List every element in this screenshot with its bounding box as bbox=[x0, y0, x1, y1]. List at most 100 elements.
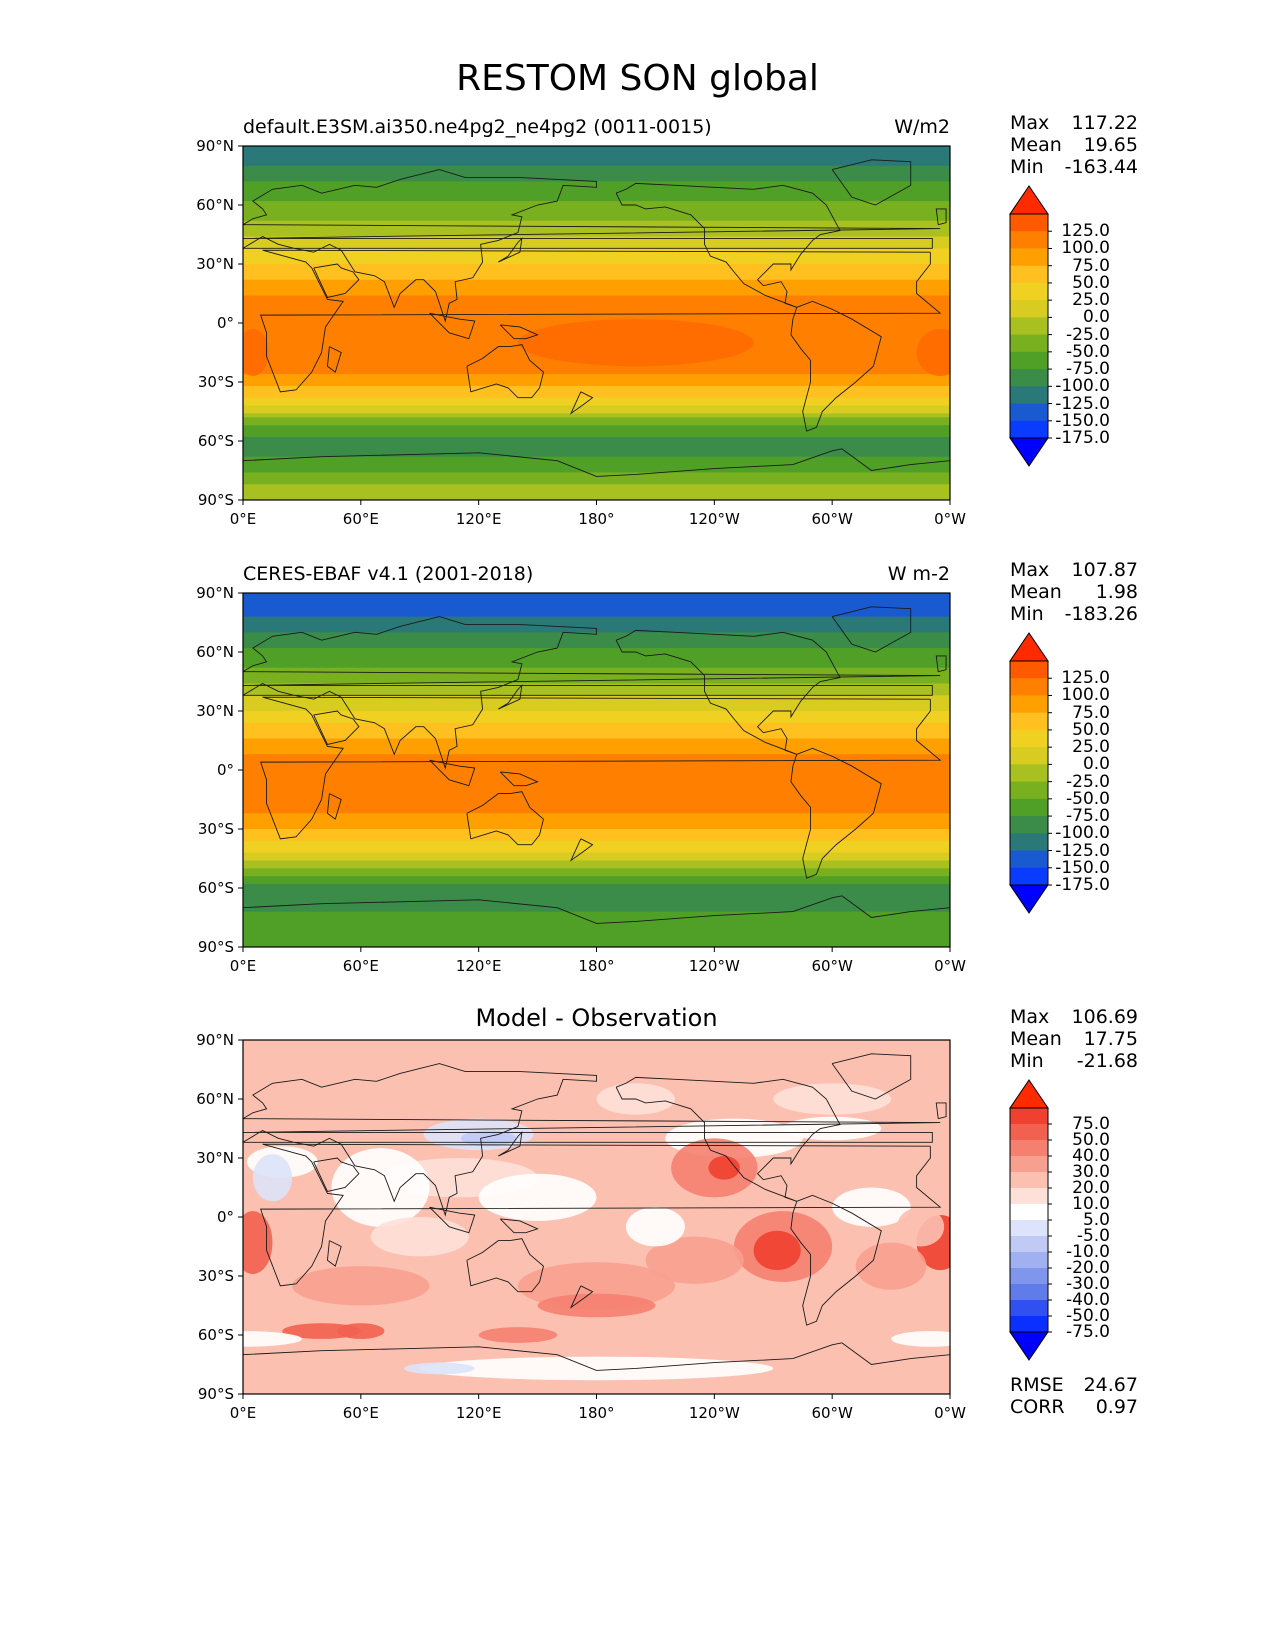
colorbar-tick-label: 125.0 bbox=[1061, 668, 1110, 689]
lat-tick-label: 30°N bbox=[196, 255, 234, 273]
colorbar-tick-label: 30.0 bbox=[1072, 1162, 1110, 1182]
map-panel-3 bbox=[238, 1039, 951, 1399]
stat-value: 24.67 bbox=[1083, 1374, 1138, 1396]
colorbar-tick-label: 0.0 bbox=[1082, 754, 1110, 775]
lon-tick-label: 60°E bbox=[342, 510, 379, 528]
lat-tick-label: 90°S bbox=[197, 1385, 234, 1403]
lat-tick-label: 90°N bbox=[196, 137, 234, 155]
lon-tick-label: 120°E bbox=[455, 510, 502, 528]
stat-label: Min bbox=[1010, 603, 1044, 625]
colorbar-tick-label: -100.0 bbox=[1055, 823, 1110, 844]
stat-row: Mean 17.75 bbox=[1010, 1028, 1138, 1050]
stat-label: Max bbox=[1010, 112, 1050, 134]
lon-tick-label: 60°W bbox=[811, 510, 853, 528]
lon-tick-label: 120°E bbox=[455, 1404, 502, 1422]
panel-units: W m-2 bbox=[887, 563, 950, 585]
lon-tick-label: 180° bbox=[578, 957, 615, 975]
stat-value: 117.22 bbox=[1071, 112, 1138, 134]
lon-tick-label: 0°E bbox=[229, 510, 257, 528]
colorbar-tick-label: 25.0 bbox=[1072, 737, 1110, 758]
lat-tick-label: 60°S bbox=[197, 879, 234, 897]
stat-label: Min bbox=[1010, 156, 1044, 178]
stat-row: Mean 19.65 bbox=[1010, 134, 1138, 156]
lat-tick-label: 0° bbox=[216, 314, 234, 332]
lon-tick-label: 0°W bbox=[934, 1404, 966, 1422]
lon-tick-label: 60°W bbox=[811, 957, 853, 975]
colorbar-tick-label: 125.0 bbox=[1061, 221, 1110, 242]
colorbar-tick-label: -50.0 bbox=[1066, 1306, 1110, 1326]
lon-tick-label: 180° bbox=[578, 510, 615, 528]
panel-center-title: Model - Observation bbox=[475, 1004, 718, 1032]
lon-tick-label: 0°W bbox=[934, 510, 966, 528]
lat-tick-label: 0° bbox=[216, 1208, 234, 1226]
colorbar-tick-label: -175.0 bbox=[1055, 428, 1110, 448]
stat-row: RMSE 24.67 bbox=[1010, 1374, 1138, 1396]
colorbar-tick-label: -25.0 bbox=[1066, 324, 1110, 345]
lat-tick-label: 90°N bbox=[196, 1031, 234, 1049]
stats-block: Max 106.69 Mean 17.75 Min -21.68 bbox=[1010, 1006, 1138, 1072]
colorbar-tick-label: -10.0 bbox=[1066, 1242, 1110, 1262]
colorbar-tick-label: 20.0 bbox=[1072, 1178, 1110, 1198]
lat-tick-label: 90°N bbox=[196, 584, 234, 602]
colorbar-tick-label: 75.0 bbox=[1072, 1114, 1110, 1134]
colorbar-tick-label: 75.0 bbox=[1072, 255, 1110, 276]
lat-tick-label: 60°N bbox=[196, 196, 234, 214]
colorbar-tick-label: -150.0 bbox=[1055, 857, 1110, 878]
error-stats-block: RMSE 24.67 CORR 0.97 bbox=[1010, 1374, 1138, 1418]
panel-units: W/m2 bbox=[894, 116, 950, 138]
colorbar-tick-label: 0.0 bbox=[1082, 307, 1110, 328]
lon-tick-label: 120°E bbox=[455, 957, 502, 975]
stat-row: Max 117.22 bbox=[1010, 112, 1138, 134]
map-panel-1 bbox=[238, 145, 951, 505]
colorbar-tick-label: 40.0 bbox=[1072, 1146, 1110, 1166]
colorbar-tick-label: 100.0 bbox=[1061, 238, 1110, 259]
lat-tick-label: 0° bbox=[216, 761, 234, 779]
lon-tick-label: 60°W bbox=[811, 1404, 853, 1422]
stat-value: 1.98 bbox=[1095, 581, 1138, 603]
panel-left-title: CERES-EBAF v4.1 (2001-2018) bbox=[243, 563, 534, 585]
stat-value: -183.26 bbox=[1064, 603, 1138, 625]
lon-tick-label: 60°E bbox=[342, 1404, 379, 1422]
lat-tick-label: 60°N bbox=[196, 1090, 234, 1108]
lon-tick-label: 0°E bbox=[229, 1404, 257, 1422]
colorbar-tick-label: -50.0 bbox=[1066, 341, 1110, 362]
stat-row: Max 106.69 bbox=[1010, 1006, 1138, 1028]
colorbar-tick-label: 5.0 bbox=[1082, 1210, 1110, 1230]
lat-tick-label: 90°S bbox=[197, 938, 234, 956]
stat-label: Max bbox=[1010, 559, 1050, 581]
lat-tick-label: 30°N bbox=[196, 702, 234, 720]
colorbar bbox=[1009, 1079, 1052, 1361]
colorbar-tick-label: -20.0 bbox=[1066, 1258, 1110, 1278]
lon-tick-label: 120°W bbox=[688, 510, 740, 528]
stat-label: CORR bbox=[1010, 1396, 1065, 1418]
stat-label: RMSE bbox=[1010, 1374, 1064, 1396]
map-panel-2 bbox=[238, 592, 951, 952]
stat-value: 17.75 bbox=[1083, 1028, 1138, 1050]
stat-row: CORR 0.97 bbox=[1010, 1396, 1138, 1418]
stat-value: -163.44 bbox=[1064, 156, 1138, 178]
colorbar bbox=[1009, 632, 1052, 914]
stat-row: Mean 1.98 bbox=[1010, 581, 1138, 603]
stat-label: Mean bbox=[1010, 581, 1062, 603]
stat-row: Min -21.68 bbox=[1010, 1050, 1138, 1072]
lat-tick-label: 30°N bbox=[196, 1149, 234, 1167]
lat-tick-label: 30°S bbox=[197, 1267, 234, 1285]
colorbar-tick-label: -75.0 bbox=[1066, 806, 1110, 827]
lon-tick-label: 60°E bbox=[342, 957, 379, 975]
figure-title: RESTOM SON global bbox=[456, 58, 819, 99]
lat-tick-label: 60°N bbox=[196, 643, 234, 661]
stat-row: Min -183.26 bbox=[1010, 603, 1138, 625]
colorbar-tick-label: 10.0 bbox=[1072, 1194, 1110, 1214]
stat-label: Min bbox=[1010, 1050, 1044, 1072]
colorbar-tick-label: 50.0 bbox=[1072, 1130, 1110, 1150]
colorbar-tick-label: 25.0 bbox=[1072, 290, 1110, 311]
lat-tick-label: 60°S bbox=[197, 1326, 234, 1344]
lon-tick-label: 0°W bbox=[934, 957, 966, 975]
stat-value: 0.97 bbox=[1095, 1396, 1138, 1418]
colorbar-tick-label: -125.0 bbox=[1055, 393, 1110, 414]
colorbar-tick-label: 50.0 bbox=[1072, 272, 1110, 293]
lat-tick-label: 90°S bbox=[197, 491, 234, 509]
colorbar-tick-label: -40.0 bbox=[1066, 1290, 1110, 1310]
colorbar-tick-label: -125.0 bbox=[1055, 840, 1110, 861]
stat-value: 106.69 bbox=[1071, 1006, 1138, 1028]
